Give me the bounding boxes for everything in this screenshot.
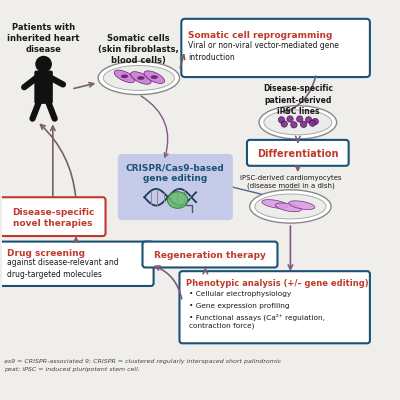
Circle shape	[309, 120, 316, 126]
Text: • Gene expression profiling: • Gene expression profiling	[189, 303, 289, 309]
Ellipse shape	[259, 106, 337, 139]
Ellipse shape	[137, 76, 144, 80]
Ellipse shape	[262, 200, 288, 208]
Circle shape	[300, 121, 307, 128]
Text: CRISPR/Cas9-based
gene editing: CRISPR/Cas9-based gene editing	[126, 163, 224, 183]
Ellipse shape	[98, 61, 180, 95]
Text: Disease-specific
patient-derived
iPSC lines: Disease-specific patient-derived iPSC li…	[263, 84, 333, 116]
Text: Regeneration therapy: Regeneration therapy	[154, 251, 266, 260]
FancyBboxPatch shape	[0, 197, 106, 236]
Text: • Functional assays (Ca²⁺ regulation,
contraction force): • Functional assays (Ca²⁺ regulation, co…	[189, 314, 324, 329]
Ellipse shape	[114, 70, 135, 83]
Ellipse shape	[121, 74, 128, 78]
FancyBboxPatch shape	[247, 140, 349, 166]
Text: Drug screening: Drug screening	[7, 249, 85, 258]
Ellipse shape	[168, 192, 188, 208]
Circle shape	[312, 118, 318, 125]
FancyBboxPatch shape	[34, 70, 53, 104]
Text: • Cellular electrophysiology: • Cellular electrophysiology	[189, 290, 291, 296]
Text: Somatic cells
(skin fibroblasts,
blood cells): Somatic cells (skin fibroblasts, blood c…	[98, 34, 179, 65]
Ellipse shape	[275, 203, 302, 212]
Circle shape	[296, 116, 303, 122]
Ellipse shape	[264, 110, 332, 135]
Ellipse shape	[150, 75, 158, 79]
Text: against disease-relevant and
drug-targeted molecules: against disease-relevant and drug-target…	[7, 258, 118, 279]
Circle shape	[291, 122, 297, 128]
FancyBboxPatch shape	[118, 155, 232, 220]
Ellipse shape	[255, 194, 326, 219]
Ellipse shape	[103, 66, 174, 90]
Text: Patients with
inherited heart
disease: Patients with inherited heart disease	[7, 22, 80, 54]
Text: Disease-specific
novel therapies: Disease-specific novel therapies	[12, 208, 94, 228]
Circle shape	[287, 116, 293, 122]
Text: iPSC-derived cardiomyocytes
(disease model in a dish): iPSC-derived cardiomyocytes (disease mod…	[240, 175, 341, 189]
Circle shape	[306, 117, 312, 123]
Ellipse shape	[144, 71, 164, 84]
Circle shape	[35, 56, 52, 72]
Text: as9 = CRISPR-associated 9; CRISPR = clustered regularly interspaced short palind: as9 = CRISPR-associated 9; CRISPR = clus…	[4, 359, 281, 364]
Ellipse shape	[130, 72, 151, 84]
Text: Differentiation: Differentiation	[257, 149, 338, 159]
Text: peat; iPSC = induced pluripotent stem cell.: peat; iPSC = induced pluripotent stem ce…	[4, 367, 140, 372]
Text: Somatic cell reprogramming: Somatic cell reprogramming	[188, 31, 332, 40]
FancyBboxPatch shape	[0, 242, 154, 286]
Text: Phenotypic analysis (+/– gene editing): Phenotypic analysis (+/– gene editing)	[186, 278, 368, 288]
FancyBboxPatch shape	[181, 19, 370, 77]
Circle shape	[278, 117, 285, 123]
Ellipse shape	[250, 190, 331, 223]
Circle shape	[281, 121, 287, 127]
FancyBboxPatch shape	[180, 271, 370, 343]
FancyBboxPatch shape	[142, 242, 278, 268]
Ellipse shape	[289, 201, 315, 210]
Text: Viral or non-viral vector-mediated gene
introduction: Viral or non-viral vector-mediated gene …	[188, 41, 339, 62]
